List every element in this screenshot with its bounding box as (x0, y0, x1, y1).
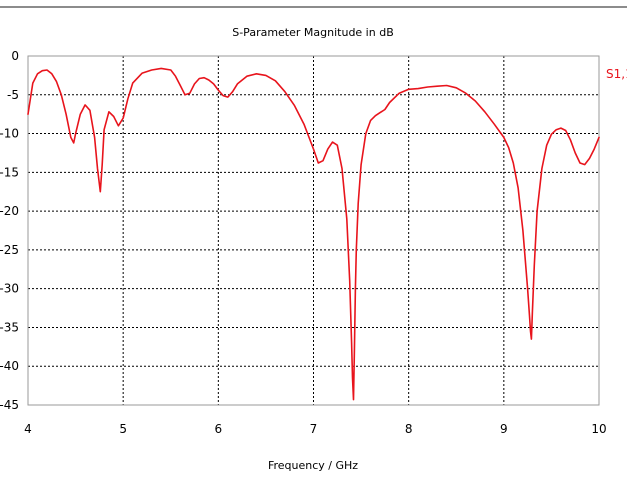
series-line-s11 (27, 67, 600, 401)
y-tick-label: -45 (0, 398, 19, 412)
x-tick-labels: 4 5 6 7 8 9 10 (24, 422, 606, 436)
x-tick-label: 8 (405, 422, 413, 436)
y-tick-label: -10 (0, 127, 19, 141)
y-tick-label: 0 (11, 49, 19, 63)
y-tick-labels: 0 -5 -10 -15 -20 -25 -30 -35 -40 -45 (0, 49, 19, 412)
grid (28, 56, 599, 405)
y-tick-label: -25 (0, 243, 19, 257)
y-tick-label: -15 (0, 165, 19, 179)
plot-frame (27, 55, 600, 406)
chart-title: S-Parameter Magnitude in dB (232, 26, 394, 39)
y-tick-label: -30 (0, 282, 19, 296)
x-tick-label: 7 (310, 422, 318, 436)
y-tick-label: -40 (0, 359, 19, 373)
y-tick-label: -5 (7, 88, 19, 102)
x-axis-title: Frequency / GHz (268, 459, 358, 472)
x-tick-label: 4 (24, 422, 32, 436)
x-tick-label: 10 (591, 422, 606, 436)
x-tick-label: 6 (215, 422, 223, 436)
x-tick-label: 9 (500, 422, 508, 436)
series-layer (27, 67, 600, 401)
y-tick-label: -35 (0, 320, 19, 334)
x-tick-label: 5 (119, 422, 127, 436)
y-tick-label: -20 (0, 204, 19, 218)
legend-s11: S1,1 (606, 67, 627, 81)
